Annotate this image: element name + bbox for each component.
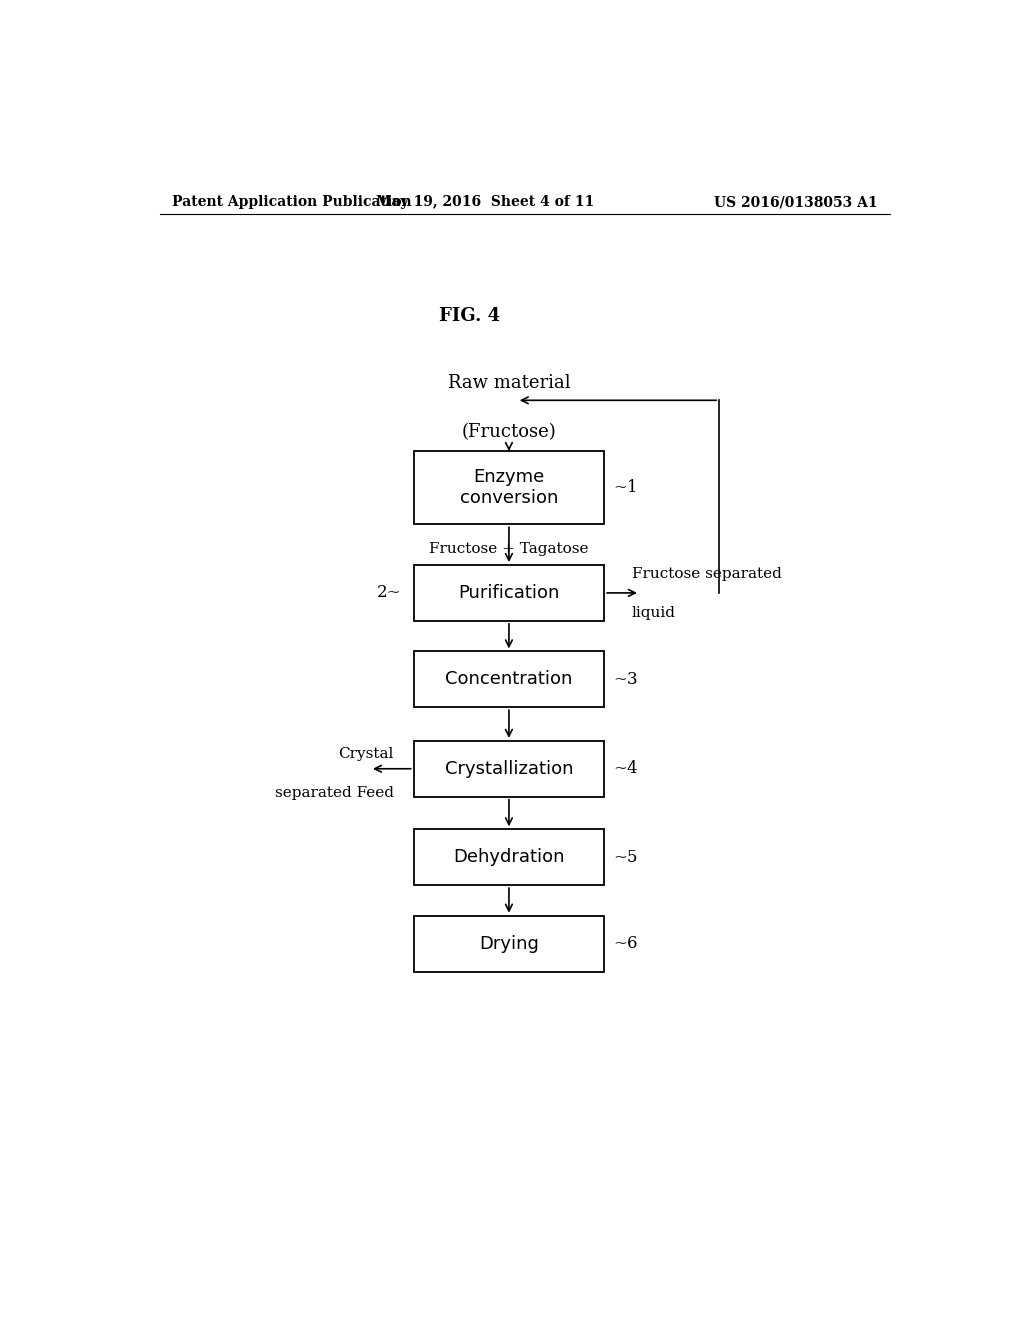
Bar	[414, 741, 604, 797]
Text: liquid: liquid	[632, 606, 676, 619]
Text: Purification: Purification	[459, 583, 559, 602]
Text: Concentration: Concentration	[445, 671, 572, 688]
Text: ~3: ~3	[613, 671, 638, 688]
Bar	[414, 565, 604, 620]
Text: Crystal: Crystal	[339, 747, 394, 762]
Text: separated Feed: separated Feed	[274, 785, 394, 800]
Bar	[414, 651, 604, 708]
Text: Crystallization: Crystallization	[444, 760, 573, 777]
Text: (Fructose): (Fructose)	[462, 422, 556, 441]
Text: Enzyme
conversion: Enzyme conversion	[460, 469, 558, 507]
Text: ~4: ~4	[613, 760, 638, 777]
Text: US 2016/0138053 A1: US 2016/0138053 A1	[715, 195, 878, 209]
Bar	[414, 829, 604, 886]
Text: FIG. 4: FIG. 4	[438, 308, 500, 325]
Bar	[414, 451, 604, 524]
Text: Fructose separated: Fructose separated	[632, 568, 781, 581]
Text: ~1: ~1	[613, 479, 638, 496]
Text: Raw material: Raw material	[447, 374, 570, 392]
Text: Dehydration: Dehydration	[454, 849, 564, 866]
Bar	[414, 916, 604, 972]
Text: Fructose + Tagatose: Fructose + Tagatose	[429, 541, 589, 556]
Text: Drying: Drying	[479, 935, 539, 953]
Text: May 19, 2016  Sheet 4 of 11: May 19, 2016 Sheet 4 of 11	[376, 195, 594, 209]
Text: 2~: 2~	[377, 585, 401, 602]
Text: ~6: ~6	[613, 935, 638, 952]
Text: ~5: ~5	[613, 849, 638, 866]
Text: Patent Application Publication: Patent Application Publication	[172, 195, 412, 209]
